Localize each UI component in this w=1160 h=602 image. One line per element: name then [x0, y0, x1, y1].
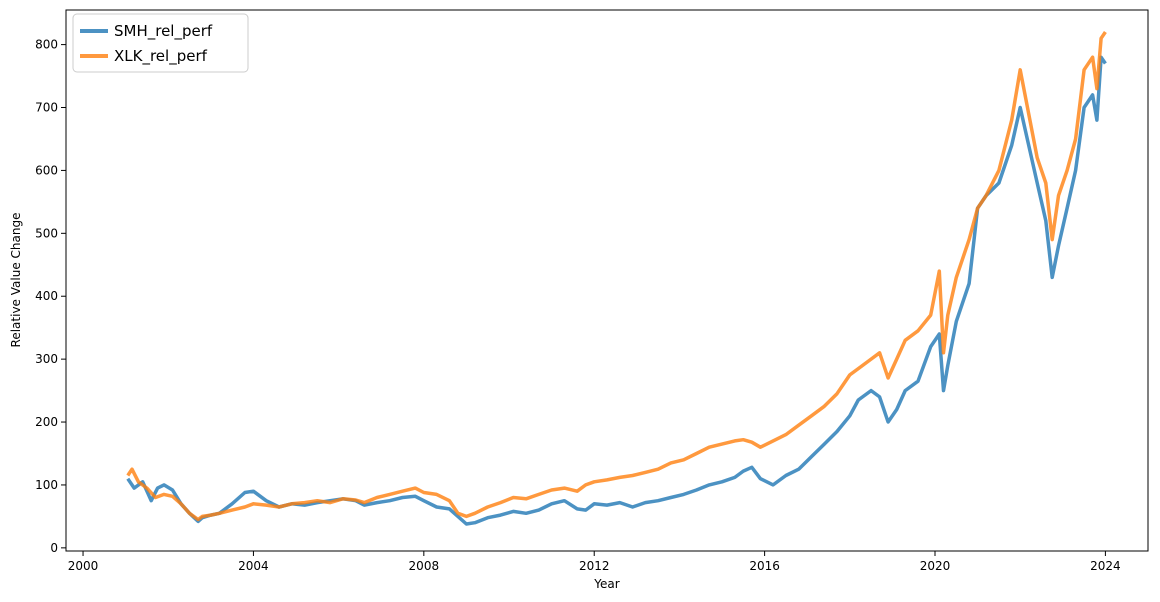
legend: SMH_rel_perf XLK_rel_perf	[72, 13, 249, 73]
legend-label-smh: SMH_rel_perf	[114, 22, 213, 41]
x-tick-label: 2000	[68, 559, 99, 573]
y-tick-label: 200	[35, 415, 58, 429]
x-tick-label: 2016	[749, 559, 780, 573]
series-lines	[126, 31, 1107, 526]
plot-area-frame	[65, 9, 1149, 552]
y-tick-label: 0	[50, 541, 58, 555]
x-axis-ticks: 2000 2004 2008 2012 2016 2020 2024	[68, 551, 1121, 573]
legend-label-xlk: XLK_rel_perf	[114, 47, 208, 66]
x-tick-label: 2020	[920, 559, 951, 573]
legend-box	[72, 13, 249, 73]
x-tick-label: 2008	[409, 559, 440, 573]
y-tick-label: 600	[35, 163, 58, 177]
y-axis-label: Relative Value Change	[9, 213, 23, 348]
y-tick-label: 700	[35, 101, 58, 115]
y-tick-label: 500	[35, 226, 58, 240]
x-tick-label: 2012	[579, 559, 610, 573]
y-tick-label: 800	[35, 38, 58, 52]
x-axis-label: Year	[593, 577, 619, 591]
y-axis-ticks: 0 100 200 300 400 500 600 700 800	[35, 38, 66, 555]
series-line-xlk-rel-perf	[126, 31, 1107, 522]
x-tick-label: 2024	[1090, 559, 1121, 573]
y-tick-label: 300	[35, 352, 58, 366]
x-tick-label: 2004	[238, 559, 269, 573]
y-tick-label: 100	[35, 478, 58, 492]
y-tick-label: 400	[35, 289, 58, 303]
